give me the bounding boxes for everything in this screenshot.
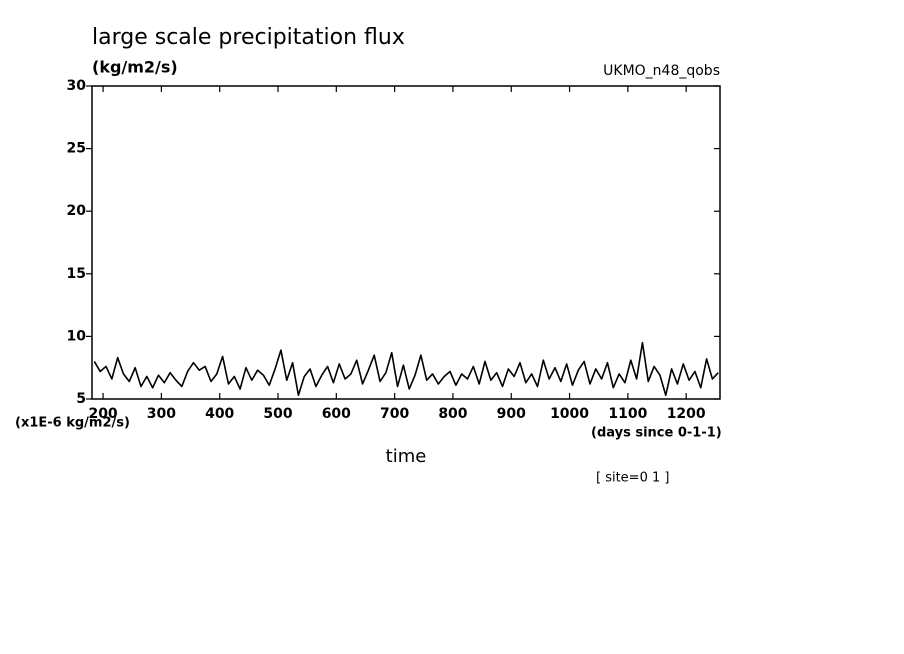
x-tick-label: 1100 [608,406,647,422]
y-tick-label: 20 [67,203,87,219]
x-tick-label: 900 [497,406,526,422]
chart-title: large scale precipitation flux [92,25,405,50]
x-tick-label: 400 [205,406,234,422]
x-tick-label: 1000 [550,406,589,422]
x-tick-label: 600 [322,406,351,422]
x-tick-label: 200 [88,406,117,422]
x-tick-label: 300 [147,406,176,422]
y-tick-label: 25 [67,141,86,157]
x-tick-label: 500 [263,406,292,422]
x-axis-title: time [386,446,427,467]
data-line [93,341,719,397]
x-units: (days since 0-1-1) [591,426,722,441]
y-tick-label: 30 [67,78,87,94]
y-tick-label: 10 [67,328,87,344]
site-label: [ site=0 1 ] [596,471,669,486]
y-scale-note: (x1E-6 kg/m2/s) [15,416,130,431]
dataset-label: UKMO_n48_qobs [603,63,720,79]
y-tick-label: 5 [76,391,86,407]
y-tick-label: 15 [67,266,86,282]
units: (kg/m2/s) [92,58,178,77]
x-tick-label: 700 [380,406,409,422]
x-tick-label: 1200 [667,406,706,422]
x-tick-label: 800 [438,406,467,422]
plot-frame [91,85,721,400]
